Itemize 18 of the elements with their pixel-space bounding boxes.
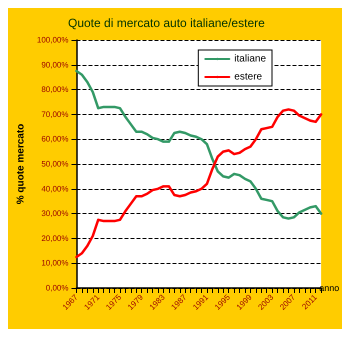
line-series (75, 70, 322, 220)
line-series (75, 108, 322, 258)
y-tick-label: 80,00% (41, 85, 68, 94)
legend-label: italiane (234, 54, 266, 64)
y-axis-title: % quote mercato (16, 124, 26, 204)
y-tick-label: 70,00% (41, 110, 68, 119)
y-tick-label: 40,00% (41, 184, 68, 194)
legend-label: estere (234, 72, 263, 82)
y-tick-label: 90,00% (41, 60, 68, 70)
y-tick-label: 30,00% (41, 209, 68, 218)
chart-title: Quote di mercato auto italiane/estere (68, 16, 266, 30)
y-tick-label: 20,00% (41, 234, 68, 243)
y-tick-label: 60,00% (41, 134, 68, 144)
y-tick-label: 10,00% (41, 258, 68, 268)
y-tick-label: 100,00% (36, 36, 68, 44)
x-axis-title: anno (319, 283, 340, 293)
y-tick-label: 50,00% (41, 160, 68, 168)
y-tick-label: 0,00% (46, 284, 68, 292)
